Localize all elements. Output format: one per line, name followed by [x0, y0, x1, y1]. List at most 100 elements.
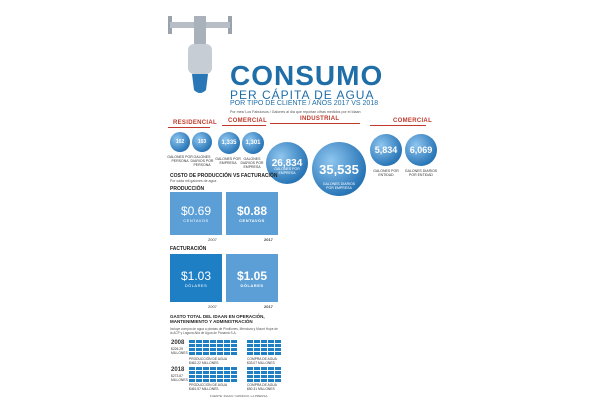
grid-unit — [217, 367, 223, 370]
grid-unit — [261, 340, 267, 343]
grid-unit — [247, 371, 253, 374]
grid-unit — [231, 371, 237, 374]
bubble-caption: GALONES DIARIOS POR ENTIDAD — [404, 169, 438, 177]
grid-unit — [224, 371, 230, 374]
grid-unit — [224, 352, 230, 355]
facturacion-label: FACTURACIÓN — [170, 246, 207, 252]
grid-unit — [196, 344, 202, 347]
grid-unit — [261, 367, 267, 370]
grid-unit — [203, 348, 209, 351]
grid-unit — [217, 371, 223, 374]
grid-unit — [217, 352, 223, 355]
year-label: 2017 — [264, 304, 273, 309]
grid-unit — [254, 352, 260, 355]
grid-unit — [231, 352, 237, 355]
grid-unit — [247, 379, 253, 382]
grid-unit — [189, 375, 195, 378]
segment-label-residencial: RESIDENCIAL — [173, 120, 217, 126]
footer-source: FUENTE: IDAAN / GRÁFICO: LA PRENSA — [210, 394, 268, 398]
gasto-note: Incluye compra de agua a plantas de Pind… — [170, 327, 278, 335]
grid-unit — [247, 344, 253, 347]
produccion-grid — [189, 340, 237, 355]
gasto-title: GASTO TOTAL DEL IDAAN EN OPERACIÓN, MANT… — [170, 314, 265, 324]
page-subtitle: PER CÁPITA DE AGUA — [230, 88, 375, 102]
grid-unit — [231, 348, 237, 351]
grid-unit — [217, 340, 223, 343]
bubble-value: 1,301 — [242, 132, 264, 154]
year-label: 2007 — [208, 237, 217, 242]
grid-unit — [247, 352, 253, 355]
grid-unit — [189, 367, 195, 370]
costs-title: COSTO DE PRODUCCIÓN VS FACTURACIÓN — [170, 173, 278, 179]
bubble-value: 102 — [170, 132, 190, 152]
grid-unit — [224, 367, 230, 370]
grid-unit — [210, 352, 216, 355]
grid-unit — [196, 379, 202, 382]
grid-unit — [189, 352, 195, 355]
segment-line — [222, 125, 266, 126]
grid-unit — [268, 352, 274, 355]
grid-unit — [210, 371, 216, 374]
bubble-value: 103 — [192, 132, 212, 152]
year-label: 2017 — [264, 237, 273, 242]
bubble-caption: GALONES DIARIOS POR EMPRESA — [240, 157, 264, 169]
grid-unit — [224, 348, 230, 351]
grid-unit — [268, 367, 274, 370]
bubble-value: 35,535 — [312, 142, 366, 196]
grid-unit — [196, 367, 202, 370]
grid-unit — [224, 340, 230, 343]
grid-unit — [196, 340, 202, 343]
grid-unit — [196, 352, 202, 355]
grid-unit — [189, 371, 195, 374]
segment-line — [270, 123, 360, 124]
grid-unit — [196, 371, 202, 374]
compra-label: COMPRA DE AGUA $50.31 MILLONES — [247, 383, 277, 391]
grid-unit — [196, 375, 202, 378]
grid-unit — [231, 379, 237, 382]
grid-unit — [254, 375, 260, 378]
produccion-2017-box: $0.88 CENTAVOS — [226, 192, 278, 235]
grid-unit — [247, 348, 253, 351]
segment-label-industrial: INDUSTRIAL — [300, 116, 340, 122]
header-note: Por mes/ Los Fabulosos / Galones al día … — [230, 110, 361, 114]
segment-label-comercial: COMERCIAL — [228, 118, 268, 124]
gasto-year: 2018 — [171, 367, 185, 373]
grid-unit — [210, 348, 216, 351]
bubble-caption: GALONES POR EMPRESA — [274, 167, 300, 175]
gasto-total: $273.87 MILLONES — [171, 374, 188, 382]
grid-unit — [217, 344, 223, 347]
grid-unit — [203, 367, 209, 370]
produccion-label: PRODUCCIÓN — [170, 186, 205, 192]
segment-line — [168, 127, 210, 128]
year-label: 2007 — [208, 304, 217, 309]
grid-unit — [254, 367, 260, 370]
grid-unit — [203, 344, 209, 347]
grid-unit — [275, 367, 281, 370]
grid-unit — [254, 344, 260, 347]
grid-unit — [210, 344, 216, 347]
grid-unit — [254, 371, 260, 374]
grid-unit — [189, 340, 195, 343]
grid-unit — [268, 375, 274, 378]
grid-unit — [224, 375, 230, 378]
grid-unit — [231, 344, 237, 347]
grid-unit — [247, 340, 253, 343]
segment-label-comercial-2: COMERCIAL — [393, 118, 433, 124]
grid-unit — [210, 340, 216, 343]
grid-unit — [254, 348, 260, 351]
grid-unit — [268, 348, 274, 351]
grid-unit — [261, 371, 267, 374]
produccion-grid — [189, 367, 237, 382]
facturacion-2007-box: $1.03 DÓLARES — [170, 254, 222, 302]
grid-unit — [268, 344, 274, 347]
grid-unit — [203, 340, 209, 343]
grid-unit — [247, 367, 253, 370]
page-subtitle-2: POR TIPO DE CLIENTE / AÑOS 2017 VS 2018 — [230, 100, 379, 107]
grid-unit — [261, 375, 267, 378]
grid-unit — [275, 340, 281, 343]
grid-unit — [275, 379, 281, 382]
grid-unit — [275, 352, 281, 355]
bubble-value: 5,834 — [370, 134, 402, 166]
bubble-caption: GALONES DIARIOS POR EMPRESA — [322, 182, 356, 190]
bubble-caption: GALONES DIARIOS POR PERSONA — [190, 155, 214, 167]
